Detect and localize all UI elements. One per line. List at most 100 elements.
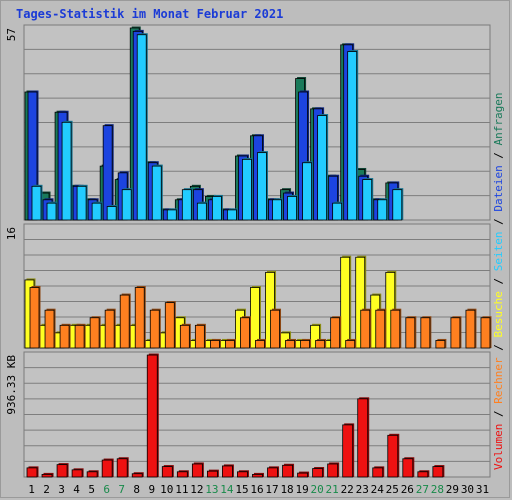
bar-rechner <box>375 309 386 349</box>
bar-volumen <box>222 465 233 478</box>
bar-volumen <box>146 354 158 478</box>
bar-rechner <box>420 317 431 349</box>
bar-volumen <box>267 467 278 478</box>
bar-rechner <box>89 317 100 349</box>
bar-seiten <box>332 202 343 221</box>
bar-volumen <box>71 469 83 478</box>
bar-volumen <box>372 467 384 478</box>
bar-volumen <box>432 466 444 478</box>
bar-rechner <box>44 309 55 349</box>
bar-rechner <box>405 317 416 349</box>
bar-volumen <box>26 467 38 478</box>
bar-rechner <box>179 324 190 349</box>
bar-seiten <box>166 209 177 221</box>
bar-rechner <box>225 340 235 349</box>
bar-rechner <box>240 317 250 349</box>
x-tick-label: 22 <box>341 483 354 496</box>
legend-dateien: Dateien <box>492 165 505 211</box>
bar-seiten <box>181 189 192 221</box>
bar-besuche <box>250 287 260 349</box>
legend-volumen: Volumen <box>492 424 505 470</box>
x-tick-label: 4 <box>73 483 80 496</box>
y-max-label: 16 <box>5 227 18 240</box>
x-tick-label: 9 <box>148 483 155 496</box>
x-tick-label: 6 <box>103 483 110 496</box>
legend-separator: / <box>492 145 505 165</box>
bar-volumen <box>342 424 354 478</box>
x-tick-label: 12 <box>190 483 203 496</box>
x-tick-label: 26 <box>401 483 414 496</box>
bar-rechner <box>74 324 85 349</box>
bar-volumen <box>86 471 98 478</box>
bar-rechner <box>345 340 356 349</box>
bar-volumen <box>116 458 128 478</box>
bar-seiten <box>287 196 297 221</box>
legend-besuche: Besuche <box>492 291 505 337</box>
x-tick-label: 27 <box>416 483 429 496</box>
x-tick-label: 20 <box>311 483 324 496</box>
bar-rechner <box>465 309 476 349</box>
bar-volumen <box>297 472 308 478</box>
x-tick-label: 18 <box>280 483 293 496</box>
bar-rechner <box>119 294 130 349</box>
bar-rechner <box>435 340 446 349</box>
bar-seiten <box>106 206 117 221</box>
bar-rechner <box>360 309 371 349</box>
bar-rechner <box>255 340 265 349</box>
bar-seiten <box>211 196 222 221</box>
x-tick-label: 16 <box>250 483 263 496</box>
bar-seiten <box>151 165 162 221</box>
bar-seiten <box>31 185 42 221</box>
bar-seiten <box>121 189 132 221</box>
bar-seiten <box>347 51 358 221</box>
bar-volumen <box>161 466 173 478</box>
x-tick-label: 13 <box>205 483 218 496</box>
bar-volumen <box>41 473 53 478</box>
bar-volumen <box>237 471 248 478</box>
x-tick-label: 2 <box>43 483 50 496</box>
x-tick-label: 19 <box>295 483 308 496</box>
bar-volumen <box>402 458 414 478</box>
x-tick-label: 7 <box>118 483 125 496</box>
bar-seiten <box>242 158 252 221</box>
bar-seiten <box>377 199 388 221</box>
legend-rechner: Rechner <box>492 357 505 404</box>
legend-separator: / <box>492 271 505 291</box>
x-tick-label: 11 <box>175 483 188 496</box>
x-tick-label: 29 <box>446 483 459 496</box>
bar-volumen <box>327 463 339 478</box>
bar-rechner <box>59 324 70 349</box>
bar-volumen <box>417 471 429 478</box>
legend: Volumen / Rechner / Besuche / Seiten / D… <box>492 92 505 470</box>
bar-seiten <box>392 189 403 221</box>
x-tick-label: 17 <box>265 483 278 496</box>
bar-seiten <box>46 202 57 221</box>
chart-title: Tages-Statistik im Monat Februar 2021 <box>16 7 284 21</box>
bar-seiten <box>317 115 328 221</box>
bar-rechner <box>134 287 145 349</box>
legend-seiten: Seiten <box>492 232 505 272</box>
bar-rechner <box>300 340 310 349</box>
bar-volumen <box>191 463 203 478</box>
x-tick-label: 5 <box>88 483 95 496</box>
bar-besuche <box>310 324 321 349</box>
bar-rechner <box>450 317 461 349</box>
bar-rechner <box>270 309 280 349</box>
x-tick-label: 3 <box>58 483 65 496</box>
bar-seiten <box>91 202 102 221</box>
bar-rechner <box>285 340 295 349</box>
x-tick-label: 1 <box>28 483 35 496</box>
x-tick-label: 8 <box>133 483 140 496</box>
bar-volumen <box>101 459 113 478</box>
x-tick-label: 15 <box>235 483 248 496</box>
bar-rechner <box>194 324 205 349</box>
x-tick-label: 30 <box>461 483 474 496</box>
bar-seiten <box>76 185 87 221</box>
x-tick-label: 24 <box>371 483 385 496</box>
bar-volumen <box>252 473 263 478</box>
legend-separator: / <box>492 212 505 232</box>
bar-volumen <box>312 468 324 478</box>
bar-seiten <box>362 179 373 221</box>
